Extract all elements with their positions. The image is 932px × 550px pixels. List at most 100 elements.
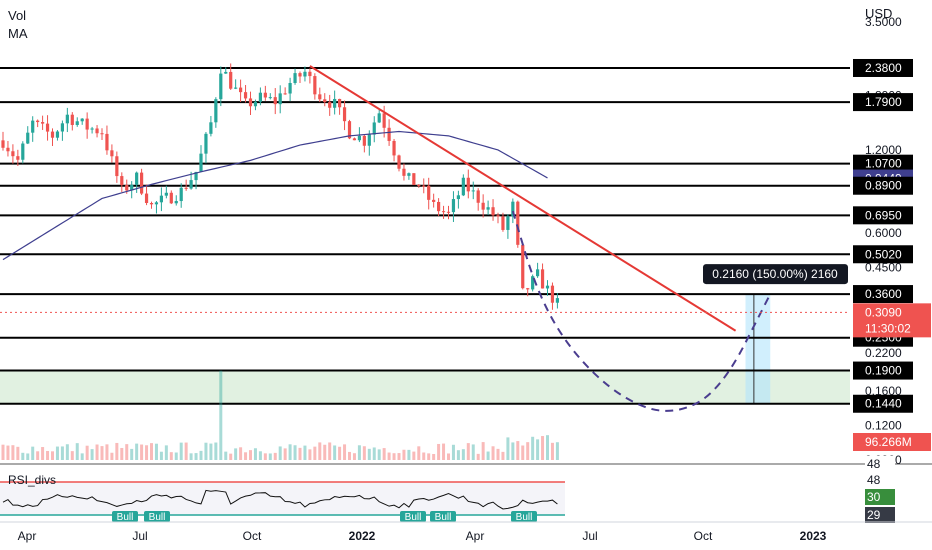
candle	[135, 171, 139, 193]
volume-bar	[150, 443, 153, 460]
candle	[169, 190, 173, 205]
candle-body	[491, 207, 495, 216]
candle-body	[120, 176, 124, 186]
rsi-label[interactable]: RSI_divs	[8, 473, 56, 487]
level-tag[interactable]	[853, 58, 913, 77]
candle-body	[50, 131, 55, 138]
projection-curve	[511, 210, 772, 412]
candle-body	[85, 118, 89, 130]
candle-body	[372, 122, 376, 135]
volume-bar	[536, 439, 540, 460]
candle-body	[263, 92, 267, 98]
candle	[149, 201, 154, 209]
volume-bar	[239, 447, 243, 460]
candle	[372, 116, 376, 143]
volume-bar	[343, 444, 347, 460]
level-tag[interactable]	[853, 154, 913, 173]
candle-body	[496, 215, 500, 217]
time-axis[interactable]: Apr Jul Oct 2022 Apr Jul Oct 2023	[0, 521, 932, 543]
level-tag[interactable]	[853, 361, 913, 380]
level-tag[interactable]	[853, 206, 913, 225]
legend-vol[interactable]: Vol	[8, 8, 26, 23]
candle-body	[21, 143, 25, 160]
candle	[298, 71, 302, 83]
candle	[288, 77, 292, 102]
volume-bar	[145, 445, 149, 460]
candle-body	[392, 140, 396, 156]
volume-bar	[154, 443, 158, 460]
volume-bar	[105, 444, 109, 460]
volume-bar	[501, 451, 505, 460]
volume-bar	[521, 445, 525, 460]
measure-label-bg	[703, 264, 848, 285]
trendline[interactable]	[309, 65, 737, 332]
candle	[461, 174, 465, 197]
candle	[308, 68, 312, 84]
candle-body	[501, 216, 505, 230]
candle-body	[229, 71, 233, 89]
volume-bar	[550, 442, 554, 460]
level-tag[interactable]	[853, 176, 913, 195]
candle-body	[149, 203, 154, 205]
volume-bar	[244, 452, 248, 460]
candle-body	[258, 92, 262, 102]
legend-ma[interactable]: MA	[8, 26, 28, 41]
candle-body	[476, 190, 480, 203]
current-price-tag[interactable]	[853, 303, 931, 338]
volume-tag[interactable]	[853, 433, 931, 451]
volume-bar	[253, 448, 257, 460]
candle	[496, 212, 500, 224]
candle-body	[90, 128, 94, 130]
candle	[486, 200, 490, 215]
candle-body	[357, 135, 361, 141]
candle	[456, 190, 460, 209]
volume-bar	[367, 448, 371, 460]
volume-bar	[432, 453, 436, 460]
rsi-pane: Bull Bull Bull Bull Bull	[0, 481, 565, 523]
candle	[31, 116, 35, 142]
level-tag[interactable]	[853, 245, 913, 264]
candle-body	[105, 133, 109, 151]
candle	[100, 128, 104, 140]
volume-bar	[288, 444, 292, 460]
level-tag[interactable]	[853, 394, 913, 413]
price-axis[interactable]: 3.50002.38001.89001.20000.60000.45000.22…	[853, 15, 931, 523]
candle	[50, 128, 55, 147]
volume-bar	[229, 453, 233, 460]
candle-body	[31, 120, 35, 133]
candle	[26, 126, 30, 145]
volume-bar	[451, 444, 455, 460]
time-tick-label: Apr	[466, 529, 485, 543]
candle-body	[451, 199, 456, 213]
candle	[60, 120, 64, 141]
rsi-bull-label: Bull	[435, 512, 452, 523]
candle-body	[110, 150, 114, 157]
volume-bar	[442, 443, 446, 460]
level-tag[interactable]	[853, 93, 913, 112]
rsi-bull-label: Bull	[516, 512, 533, 523]
level-tag[interactable]	[853, 285, 913, 304]
candle-body	[189, 180, 193, 189]
candle	[273, 88, 277, 115]
candle	[110, 144, 114, 163]
candle	[531, 274, 535, 292]
candle-body	[80, 118, 84, 122]
plot-area[interactable]: 0.2160 (150.00%) 2160	[0, 63, 850, 412]
candle	[392, 138, 396, 162]
rsi-tag-label: 48	[867, 457, 881, 471]
volume-bar	[338, 446, 342, 460]
candle-body	[214, 99, 218, 123]
volume-bar	[159, 451, 163, 460]
candle-body	[130, 184, 134, 191]
candle	[263, 85, 267, 101]
candle-body	[446, 211, 451, 213]
candle-body	[531, 276, 535, 290]
candle-body	[224, 71, 228, 74]
candle	[199, 145, 203, 173]
volume-bar	[194, 453, 198, 460]
candle	[105, 125, 109, 155]
volume-bar	[36, 451, 40, 460]
candle-body	[41, 122, 45, 124]
candle	[80, 118, 84, 125]
